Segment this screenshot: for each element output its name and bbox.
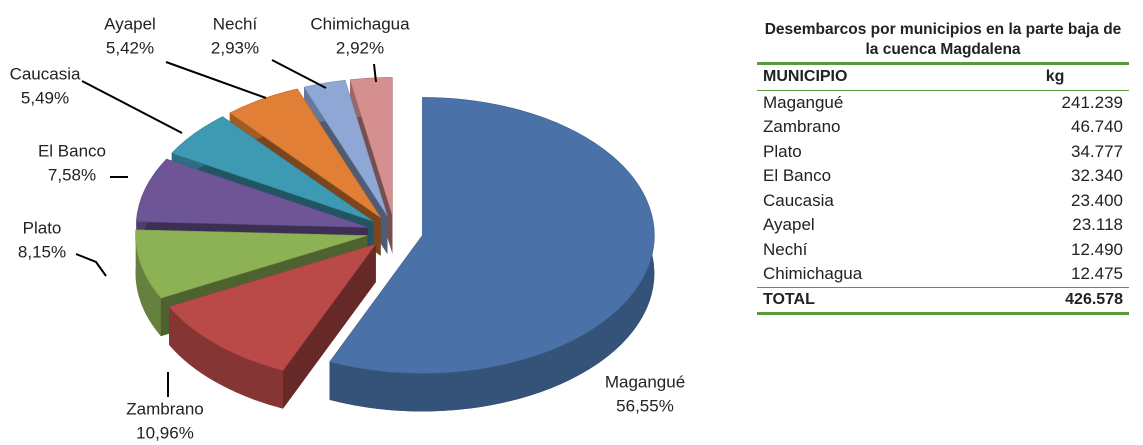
table-cell: kg [981, 65, 1129, 91]
leader-line [271, 59, 327, 89]
table-cell: Chimichagua [763, 264, 863, 284]
slice-label: Plato [23, 218, 62, 237]
slice [329, 97, 655, 374]
table-cell: 23.118 [1072, 215, 1123, 235]
slice [229, 88, 381, 218]
leader-line [81, 80, 183, 134]
slice-value-label: 56,55% [616, 396, 674, 415]
table-cell: 46.740 [1071, 117, 1123, 137]
slice-value-label: 2,93% [211, 38, 259, 57]
table-row: TOTAL 426.578 [757, 286, 1129, 315]
slice-value-label: 5,49% [21, 88, 69, 107]
table-panel: Desembarcos por municipios en la parte b… [757, 20, 1129, 315]
table-cell: 241.239 [1061, 92, 1123, 112]
table-cell: El Banco [763, 166, 832, 186]
table-cell: TOTAL [757, 286, 982, 315]
table-row: Zambrano 46.740 [757, 115, 1129, 140]
slice-label: El Banco [38, 141, 106, 160]
table-row: Ayapel 23.118 [757, 213, 1129, 238]
table-cell: 12.490 [1071, 239, 1123, 259]
table-cell: 34.777 [1071, 141, 1123, 161]
table-cell: Nechí [763, 239, 808, 259]
slice-value-label: 7,58% [48, 165, 96, 184]
slice-label: Ayapel [104, 14, 156, 33]
table-cell: MUNICIPIO [757, 65, 982, 91]
table-cell: 23.400 [1071, 190, 1123, 210]
slice-side [329, 97, 655, 412]
slice [349, 77, 393, 216]
slice [168, 243, 377, 371]
table-row: MUNICIPIO kg [757, 65, 1129, 91]
leader-line [373, 63, 377, 83]
slice-value-label: 2,92% [336, 38, 384, 57]
leader-line [165, 61, 267, 99]
table-cell: Ayapel [763, 215, 815, 235]
table-row: Plato 34.777 [757, 140, 1129, 165]
slice-side [169, 306, 283, 409]
slice-label: Zambrano [126, 399, 203, 418]
slice [171, 116, 374, 222]
table-title: Desembarcos por municipios en la parte b… [757, 20, 1129, 65]
table-row: El Banco 32.340 [757, 164, 1129, 189]
slice-label: Caucasia [10, 64, 81, 83]
slice-label: Magangué [605, 372, 685, 391]
table-cell: Plato [763, 141, 802, 161]
slice-label: Chimichagua [310, 14, 410, 33]
slice [135, 229, 368, 299]
table-row: Caucasia 23.400 [757, 189, 1129, 214]
slice-side [135, 229, 161, 337]
table-cell: 426.578 [981, 286, 1129, 315]
table-cell: 12.475 [1071, 264, 1123, 284]
table-cell: Zambrano [763, 117, 841, 137]
table-row: Nechí 12.490 [757, 238, 1129, 263]
table-cell: Caucasia [763, 190, 834, 210]
pie-chart: Magangué 56,55% Zambrano 10,96% Plato 8,15% El… [10, 14, 686, 442]
leader-line [75, 253, 107, 277]
slice-value-label: 8,15% [18, 242, 66, 261]
table-body: MUNICIPIO kg Magangué 241.239 Zambrano 46.740… [757, 65, 1129, 315]
table-row: Magangué 241.239 [757, 90, 1129, 115]
table-cell: Magangué [763, 92, 844, 112]
table-cell: 32.340 [1071, 166, 1123, 186]
slice-label: Nechí [213, 14, 258, 33]
slice-value-label: 5,42% [106, 38, 154, 57]
table-row: Chimichagua 12.475 [757, 262, 1129, 287]
table: MUNICIPIO kg Magangué 241.239 Zambrano 46.740… [757, 65, 1129, 315]
slice-value-label: 10,96% [136, 423, 194, 442]
slice [135, 158, 369, 228]
slice [303, 79, 388, 217]
